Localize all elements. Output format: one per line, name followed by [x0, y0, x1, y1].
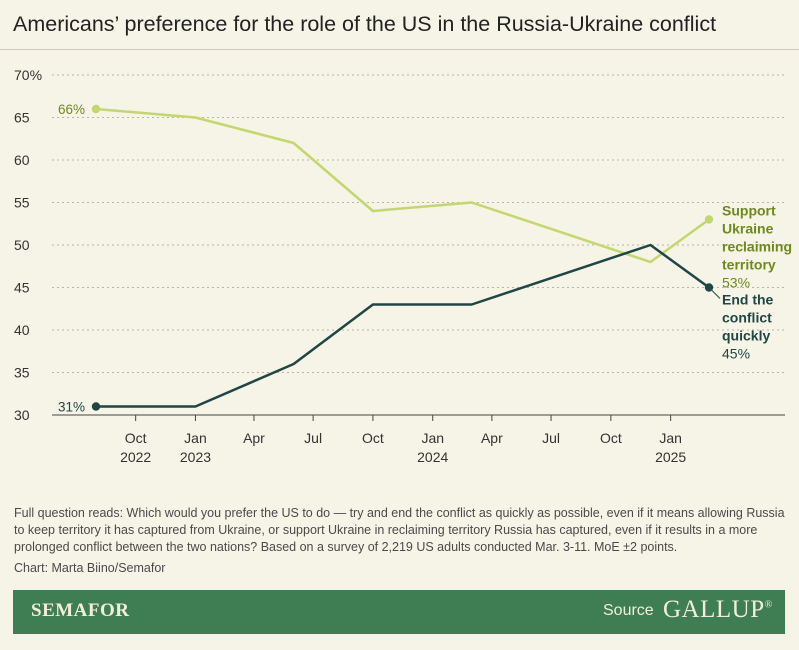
- y-axis: 70% 65 60 55 50 45 40 35 30: [14, 67, 42, 423]
- chart-series: [91, 104, 714, 411]
- footnote: Full question reads: Which would you pre…: [14, 506, 785, 554]
- gallup-logo: GALLUP®: [663, 596, 773, 623]
- footer-bar: SEMAFOR Source GALLUP®: [13, 590, 785, 634]
- y-tick-label: 30: [14, 407, 30, 423]
- series-end-name-line: quickly: [722, 328, 770, 344]
- series-end-dot: [704, 215, 714, 224]
- x-tick-label: Jan: [421, 430, 444, 446]
- x-tick-label: Oct: [125, 430, 147, 446]
- y-tick-label: 70%: [14, 67, 42, 83]
- series-line: [95, 107, 710, 264]
- x-tick-label: Jan: [184, 430, 207, 446]
- x-tick-label: Jul: [304, 430, 322, 446]
- y-tick-label: 50: [14, 237, 30, 253]
- series-end-name-line: Support: [722, 203, 776, 219]
- series-end-name-line: reclaiming: [722, 239, 792, 255]
- x-tick-year-label: 2024: [417, 449, 448, 465]
- series-end-dot: [704, 283, 714, 292]
- semafor-logo[interactable]: SEMAFOR: [31, 600, 130, 621]
- chart-grid: [52, 74, 785, 416]
- series-end-name-line: territory: [722, 257, 776, 273]
- chart-title: Americans’ preference for the role of th…: [13, 12, 717, 36]
- y-tick-label: 60: [14, 152, 30, 168]
- series-end-value-label: 45%: [722, 346, 750, 362]
- y-tick-label: 65: [14, 110, 30, 126]
- series-line: [96, 243, 710, 408]
- chart-credit: Chart: Marta Biino/Semafor: [14, 561, 166, 575]
- x-axis: Oct 2022 Jan 2023 Apr Jul Oct Jan 2024 Apr Jul Oct J…: [120, 415, 686, 465]
- series-start-label: 66%: [58, 102, 85, 117]
- y-tick-label: 55: [14, 195, 30, 211]
- line-chart: 70% 65 60 55 50 45 40 35 30 Oct 2022 Jan 2023 Apr Jul…: [14, 67, 792, 465]
- series-end-name-line: Ukraine: [722, 221, 774, 237]
- series-end-value-label: 53%: [722, 275, 750, 291]
- y-tick-label: 40: [14, 322, 30, 338]
- title-divider: [0, 49, 799, 50]
- x-tick-label: Jul: [542, 430, 560, 446]
- series-end-name-line: conflict: [722, 310, 772, 326]
- x-tick-label: Oct: [362, 430, 384, 446]
- source-label: Source: [603, 602, 654, 619]
- series-end-name-line: End the: [722, 292, 774, 308]
- x-tick-year-label: 2023: [180, 449, 211, 465]
- series-labels: 66% 31% Support Ukraine reclaiming territory 5…: [58, 102, 792, 415]
- y-tick-label: 45: [14, 280, 30, 296]
- x-tick-label: Oct: [600, 430, 622, 446]
- y-tick-label: 35: [14, 365, 30, 381]
- series-start-dot: [91, 402, 101, 411]
- x-tick-label: Apr: [481, 430, 503, 446]
- series-start-dot: [91, 104, 101, 114]
- x-tick-year-label: 2025: [655, 449, 686, 465]
- series-start-label: 31%: [58, 400, 85, 415]
- x-tick-label: Jan: [659, 430, 682, 446]
- x-tick-label: Apr: [243, 430, 265, 446]
- callout-leader-line: [711, 290, 721, 299]
- x-tick-year-label: 2022: [120, 449, 151, 465]
